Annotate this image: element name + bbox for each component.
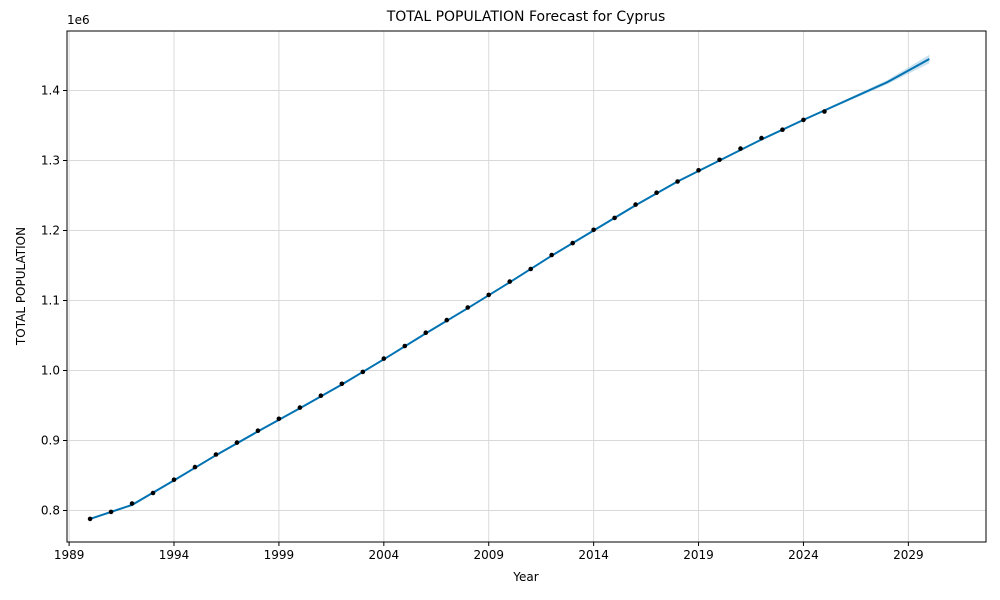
observed-point	[150, 490, 156, 496]
y-offset-label: 1e6	[67, 13, 90, 27]
observed-point	[591, 227, 596, 233]
x-tick-label: 2004	[369, 548, 400, 562]
y-tick-label: 1.3	[41, 154, 60, 168]
x-axis-ticks: 1989 1994 1999 2004 2009 2014 2019 2024 2029	[54, 542, 924, 562]
observed-point	[213, 452, 219, 457]
observed-point	[360, 369, 366, 375]
observed-point	[276, 416, 282, 422]
observed-point	[696, 168, 701, 173]
observed-point	[633, 202, 638, 207]
x-tick-label: 1994	[159, 548, 190, 562]
observed-point	[549, 252, 554, 258]
y-tick-label: 1.4	[41, 84, 60, 98]
plot-frame	[66, 30, 987, 543]
observed-point	[759, 135, 764, 141]
observed-point	[465, 305, 471, 310]
observed-point	[612, 215, 617, 221]
chart-title: TOTAL POPULATION Forecast for Cyprus	[386, 9, 666, 25]
y-tick-label: 1.2	[41, 224, 60, 238]
grid-layer	[67, 31, 986, 542]
observed-point	[717, 157, 722, 163]
observed-point	[255, 428, 261, 434]
x-tick-label: 2009	[473, 548, 504, 562]
y-tick-label: 1.0	[41, 364, 60, 378]
observed-point	[486, 292, 492, 298]
observed-point	[192, 464, 198, 470]
x-tick-label: 2019	[683, 548, 714, 562]
y-tick-label: 1.1	[41, 294, 60, 308]
observed-point	[507, 279, 513, 284]
x-tick-label: 1989	[54, 548, 85, 562]
y-axis-title: TOTAL POPULATION	[14, 227, 28, 346]
observed-point	[234, 440, 240, 445]
observed-point	[528, 266, 533, 272]
y-axis-ticks: 0.8 0.9 1.0 1.1 1.2 1.3 1.4	[41, 84, 67, 518]
observed-point	[108, 509, 114, 515]
observed-point	[318, 393, 324, 399]
observed-point	[738, 146, 743, 151]
y-tick-label: 0.9	[41, 434, 60, 448]
observed-points-layer	[87, 109, 827, 522]
observed-point	[87, 516, 93, 522]
x-axis-title: Year	[512, 570, 538, 584]
observed-point	[675, 179, 680, 184]
observed-point	[801, 117, 806, 123]
observed-point	[654, 190, 659, 195]
observed-point	[423, 330, 429, 336]
observed-point	[444, 317, 450, 323]
observed-point	[402, 343, 408, 349]
observed-point	[570, 240, 575, 246]
x-tick-label: 2029	[893, 548, 924, 562]
observed-point	[780, 127, 785, 132]
observed-point	[171, 477, 177, 483]
x-tick-label: 2014	[578, 548, 609, 562]
observed-point	[822, 109, 827, 114]
x-tick-label: 2024	[788, 548, 819, 562]
x-tick-label: 1999	[264, 548, 295, 562]
observed-point	[129, 501, 135, 506]
observed-point	[339, 381, 345, 387]
observed-point	[381, 356, 387, 361]
observed-point	[297, 405, 303, 410]
y-tick-label: 0.8	[41, 504, 60, 518]
